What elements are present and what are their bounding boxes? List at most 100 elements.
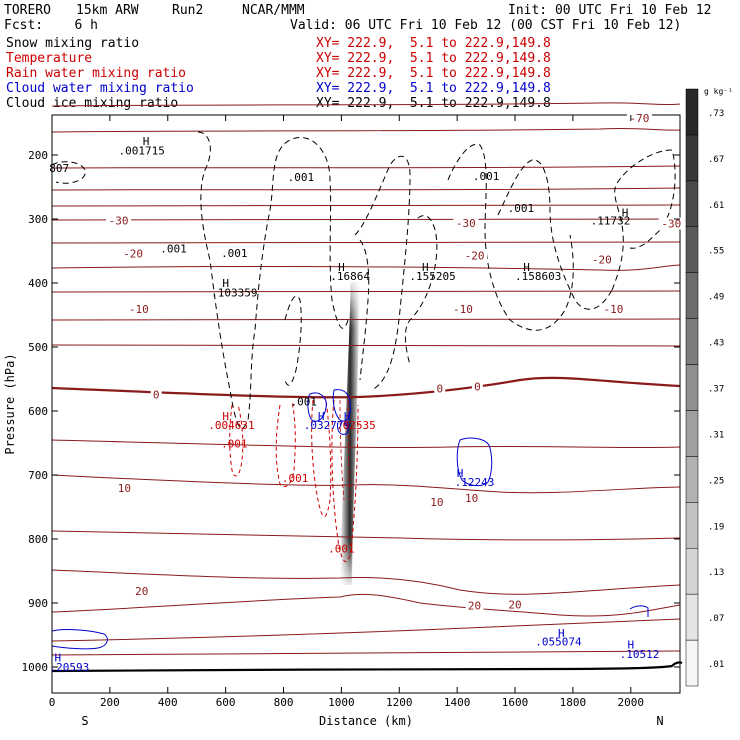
contour-value-label: .02535 (336, 419, 376, 432)
contour-value-label: .055074 (535, 635, 582, 648)
maximum-marker: H (222, 410, 229, 423)
x-tick-label: 2000 (618, 696, 645, 709)
maximum-marker: H (338, 261, 345, 274)
colorbar: .01 .07 .13 .19 .25 .31 .37 .43 .49 .55 .61 .67 .73 g… (685, 87, 733, 687)
isotherm-label: 20 (468, 600, 481, 613)
maximum-marker: H (627, 639, 634, 652)
colorbar-swatch (685, 226, 699, 273)
isotherm-label: -20 (592, 253, 612, 266)
colorbar-tick-label: .49 (708, 293, 724, 303)
isotherm-label: 10 (465, 492, 478, 505)
colorbar-tick-label: .37 (708, 385, 724, 395)
isotherm-label-bg (450, 303, 476, 316)
isotherm-label: -30 (456, 217, 476, 230)
colorbar-tick-label: .73 (708, 109, 724, 119)
isotherm-label: -30 (661, 217, 681, 230)
y-tick-label: 800 (28, 533, 48, 546)
legend-cloud-ice-xy: XY= 222.9, 5.1 to 222.9,149.8 (316, 96, 551, 111)
contour-value-label: .001 (473, 170, 500, 183)
colorbar-swatch (685, 88, 699, 136)
plot-frame (51, 114, 681, 694)
isotherm-label: -10 (129, 303, 149, 316)
isotherm-label-bg (465, 599, 484, 612)
legend-cloud-ice-label: Cloud ice mixing ratio (6, 96, 179, 111)
isotherm-label: -70 (630, 112, 650, 125)
init-time: Init: 00 UTC Fri 10 Feb 12 (508, 3, 712, 18)
contour-value-label: .158603 (515, 270, 561, 283)
colorbar-tick-label: .07 (708, 614, 724, 624)
isotherm-label: -30 (109, 214, 129, 227)
isotherm-label: -10 (453, 303, 473, 316)
isotherm-label: -20 (465, 249, 485, 262)
maximum-marker: H (558, 627, 565, 640)
contour-value-label: .20593 (49, 661, 89, 674)
header-panel: TORERO 15km ARW Run2 NCAR/MMM Init: 00 U… (0, 0, 740, 115)
colorbar-tick-label: .01 (708, 660, 724, 670)
colorbar-tick-label: .31 (708, 430, 724, 440)
maximum-marker: H (422, 261, 429, 274)
contour-value-label: .103359 (211, 287, 257, 300)
contour-value-label: .001 (221, 247, 248, 260)
isotherm-label: 10 (430, 496, 443, 509)
legend-temperature-label: Temperature (6, 51, 93, 66)
maxima-markers: H H H H H H H H H H H H H (54, 135, 634, 664)
x-tick-label: 1600 (502, 696, 529, 709)
isotherm-label-bg (471, 380, 483, 393)
run-name: Run2 (172, 3, 204, 18)
legend-temperature-xy: XY= 222.9, 5.1 to 222.9,149.8 (316, 51, 551, 66)
maximum-marker: H (318, 410, 325, 423)
colorbar-tick-label: .55 (708, 247, 724, 257)
rain-water-contours (229, 399, 359, 563)
x-tick-label: 800 (274, 696, 294, 709)
legend-rain-label: Rain water mixing ratio (6, 66, 187, 81)
isotherm-label: -10 (604, 303, 624, 316)
x-end-label-left: S (81, 714, 88, 728)
colorbar-tick-label: .13 (708, 568, 724, 578)
x-tick-label: 1800 (560, 696, 587, 709)
contour-value-label: .001 (288, 171, 315, 184)
x-tick-label: 600 (216, 696, 236, 709)
model-name: TORERO (4, 3, 51, 18)
colorbar-tick-label: .19 (708, 522, 724, 532)
isotherm-label-bg (126, 303, 152, 316)
isotherm-label: 0 (474, 381, 481, 394)
maximum-marker: H (143, 135, 150, 148)
x-tick-label: 400 (158, 696, 178, 709)
maximum-marker: H (54, 651, 61, 664)
maximum-marker: H (222, 277, 229, 290)
legend-cloud-water-xy: XY= 222.9, 5.1 to 222.9,149.8 (316, 81, 551, 96)
isotherm-label: 0 (153, 388, 160, 401)
legend-snow-label: Snow mixing ratio (6, 36, 140, 51)
legend-rain-xy: XY= 222.9, 5.1 to 222.9,149.8 (316, 66, 551, 81)
colorbar-swatch (685, 502, 699, 549)
colorbar-swatch (685, 180, 699, 228)
y-tick-label: 300 (28, 213, 48, 226)
x-tick-label: 1200 (386, 696, 413, 709)
cloud-water-contours (51, 389, 649, 650)
isotherm-label-bg (120, 247, 146, 260)
contour-value-label: .001715 (119, 145, 165, 158)
contour-value-label: .001 (221, 438, 248, 451)
x-tick-label: 0 (49, 696, 56, 709)
snow-mixing-ratio-contours (51, 131, 676, 429)
contour-value-label: .10512 (620, 648, 660, 661)
legend-snow-xy: XY= 222.9, 5.1 to 222.9,149.8 (316, 36, 551, 51)
maximum-marker: H (344, 410, 351, 423)
terrain-surface (51, 661, 683, 673)
colorbar-swatch (685, 364, 699, 411)
contour-labels: .001715 807 .001 .001 .001 .001 .001 .11732 .168… (49, 145, 659, 674)
temperature-isotherms (51, 102, 681, 656)
isotherm-label-bg (150, 388, 162, 401)
contour-value-label: .155205 (409, 270, 455, 283)
contour-value-label: .001 (160, 242, 187, 255)
isotherm-label-bg (106, 214, 132, 227)
maximum-marker: H (622, 207, 629, 220)
x-tick-label: 1400 (444, 696, 471, 709)
isotherm-zero (51, 376, 681, 399)
isotherm-label: 10 (118, 482, 131, 495)
colorbar-swatch (685, 593, 699, 641)
y-tick-label: 200 (28, 149, 48, 162)
isotherm-label-bg (626, 111, 652, 124)
isotherm-label-bg (462, 492, 481, 505)
y-tick-label: 500 (28, 341, 48, 354)
